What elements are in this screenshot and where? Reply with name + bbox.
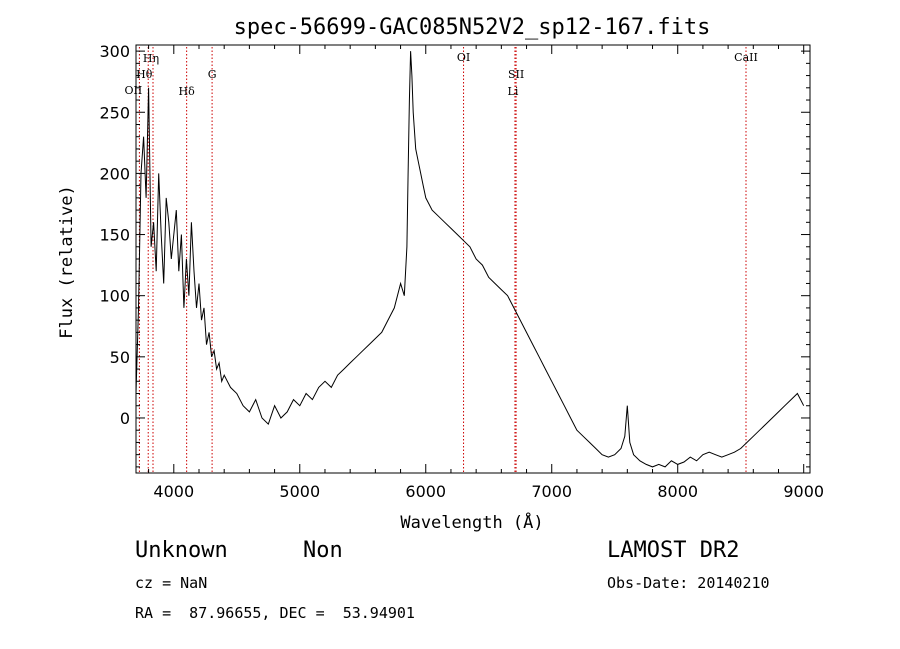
y-tick-label: 50: [110, 348, 130, 367]
x-tick-label: 5000: [279, 482, 320, 501]
y-tick-label: 200: [99, 164, 130, 183]
marker-label: Hθ: [136, 68, 153, 81]
spectrum-chart: spec-56699-GAC085N52V2_sp12-167.fits OII…: [57, 15, 824, 533]
y-tick-label: 250: [99, 103, 130, 122]
x-tick-label: 6000: [405, 482, 446, 501]
marker-label: Hη: [143, 52, 159, 65]
object-class: Unknown: [135, 538, 228, 563]
line-markers: OII Hη Hθ Hδ G OI SII Li CaII: [125, 47, 758, 473]
y-tick-label: 100: [99, 287, 130, 306]
x-tick-label: 4000: [153, 482, 194, 501]
marker-label: SII: [508, 68, 524, 81]
survey-label: LAMOST DR2: [607, 538, 740, 563]
coordinates-label: RA = 87.96655, DEC = 53.94901: [135, 604, 415, 622]
y-tick-label: 300: [99, 42, 130, 61]
marker-label: OII: [125, 84, 143, 97]
marker-label: CaII: [734, 51, 758, 64]
obs-date-label: Obs-Date: 20140210: [607, 574, 770, 592]
marker-label: OI: [457, 51, 470, 64]
chart-title: spec-56699-GAC085N52V2_sp12-167.fits: [234, 15, 711, 40]
y-tick-label: 0: [120, 409, 130, 428]
marker-label: G: [208, 68, 217, 81]
marker-label: Li: [508, 85, 519, 98]
y-tick-label: 150: [99, 226, 130, 245]
redshift-label: cz = NaN: [135, 574, 208, 592]
spectrum-line: [135, 51, 805, 468]
object-subclass: Non: [303, 538, 343, 563]
x-axis-label: Wavelength (Å): [400, 511, 543, 533]
marker-label: Hδ: [179, 85, 196, 98]
x-tick-label: 9000: [783, 482, 824, 501]
y-axis-label: Flux (relative): [57, 185, 77, 339]
x-tick-label: 7000: [531, 482, 572, 501]
plot-frame: [135, 44, 811, 474]
x-tick-label: 8000: [657, 482, 698, 501]
axis-ticks: 4000 5000 6000 7000 8000 9000 0 50 100 150 200 250 3…: [99, 42, 824, 501]
